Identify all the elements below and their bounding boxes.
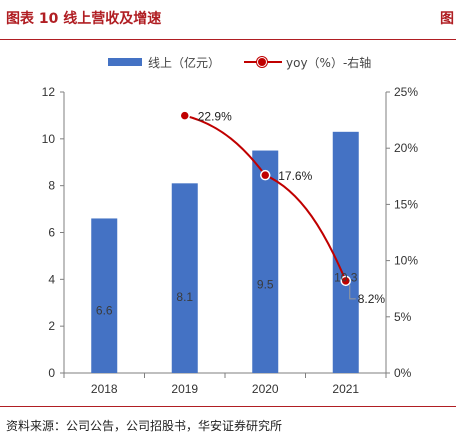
figure-title-right-fragment: 图: [440, 11, 454, 27]
yoy-data-label: 22.9%: [198, 110, 232, 124]
legend-item-line: yoy（%）-右轴: [244, 52, 371, 72]
labels-layer: 6.6 8.1 9.5 10.3 22.9% 17.6% 8.2%: [96, 110, 386, 318]
bar-data-label: 9.5: [257, 277, 274, 291]
yoy-data-label: 17.6%: [278, 169, 312, 183]
axes-layer: 0 2 4 6 8 10 12 0% 5% 10% 15% 20% 25% 2018 2019 2020 202…: [42, 85, 419, 396]
bar-data-label: 6.6: [96, 303, 113, 317]
y-left-tick-label: 6: [48, 226, 55, 240]
y-right-tick-label: 10%: [394, 254, 418, 268]
bar-data-label: 10.3: [334, 270, 358, 284]
bar-data-label: 8.1: [176, 290, 193, 304]
legend-line-swatch: [244, 56, 282, 68]
legend-item-bar: 线上（亿元）: [108, 52, 220, 72]
y-left-tick-label: 12: [42, 85, 56, 99]
yoy-label-leader: [349, 284, 356, 300]
y-right-tick-label: 25%: [394, 85, 418, 99]
figure-title: 图表 10 线上营收及增速: [6, 11, 162, 27]
yoy-point: [179, 110, 190, 121]
yoy-point: [260, 169, 271, 181]
legend-bar-label: 线上（亿元）: [148, 55, 221, 70]
figure-header: 图表 10 线上营收及增速 图: [0, 0, 456, 40]
y-right-tick-label: 15%: [394, 197, 418, 211]
y-left-tick-label: 2: [48, 319, 55, 333]
chart-svg: 0 2 4 6 8 10 12 0% 5% 10% 15% 20% 25% 2018 2019 2020 202…: [42, 85, 419, 396]
source-bar: 资料来源：公司公告，公司招股书，华安证券研究所: [0, 406, 456, 440]
y-left-tick-label: 4: [48, 272, 55, 286]
bar: [252, 150, 279, 373]
yoy-point: [340, 275, 351, 287]
y-right-tick-label: 0%: [394, 366, 412, 380]
bar: [332, 131, 359, 373]
x-tick-label: 2021: [332, 382, 359, 396]
x-tick-label: 2019: [171, 382, 198, 396]
x-tick-label: 2018: [91, 382, 118, 396]
y-left-tick-label: 0: [48, 366, 55, 380]
bar: [91, 218, 118, 373]
y-right-tick-label: 5%: [394, 310, 412, 324]
line-layer: [179, 110, 351, 287]
y-left-tick-label: 8: [48, 179, 55, 193]
chart-legend: 线上（亿元） yoy（%）-右轴: [0, 52, 456, 72]
legend-bar-swatch: [108, 58, 142, 66]
x-tick-label: 2020: [252, 382, 279, 396]
y-left-tick-label: 10: [42, 132, 56, 146]
bars-layer: [91, 131, 359, 373]
y-right-tick-label: 20%: [394, 141, 418, 155]
bar: [171, 183, 198, 373]
source-note: 资料来源：公司公告，公司招股书，华安证券研究所: [6, 419, 283, 433]
yoy-data-label: 8.2%: [358, 292, 386, 306]
legend-line-label: yoy（%）-右轴: [286, 55, 372, 70]
